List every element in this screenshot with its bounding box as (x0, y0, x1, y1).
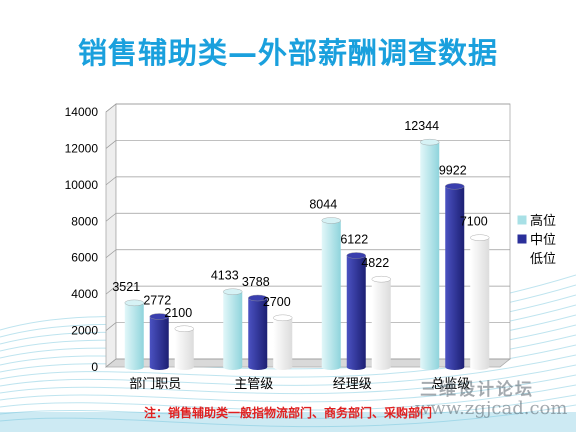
data-label: 4133 (211, 269, 239, 283)
slide-title: 销售辅助类—外部薪酬调查数据 (77, 36, 498, 70)
legend-label: 低位 (530, 251, 556, 266)
legend-swatch (517, 234, 527, 244)
data-label: 3521 (112, 280, 140, 294)
bar (346, 252, 366, 370)
wave-line (0, 354, 576, 387)
legend-swatch (518, 254, 526, 262)
x-tick-label: 总监级 (431, 376, 470, 391)
data-label: 9922 (439, 163, 467, 177)
bar (124, 299, 144, 370)
watermark-brand: 三维设计论坛 (420, 380, 534, 400)
legend-swatch (517, 215, 527, 225)
bar (149, 313, 169, 370)
watermark-url: www.zgjcad.com (415, 398, 568, 419)
grid-line-side (105, 285, 117, 295)
y-tick-label: 14000 (65, 105, 99, 119)
data-label: 7100 (460, 215, 488, 229)
wave-band (0, 412, 576, 432)
bar (321, 217, 341, 370)
bar (470, 234, 490, 370)
bar (174, 325, 194, 370)
legend-label: 中位 (530, 232, 556, 247)
bar (273, 314, 293, 370)
data-label: 6122 (340, 232, 368, 246)
y-tick-label: 6000 (71, 251, 98, 265)
data-label: 2700 (263, 295, 291, 309)
data-label: 2100 (164, 306, 192, 320)
data-label: 2772 (143, 294, 171, 308)
wave-line (0, 384, 576, 411)
grid-line-side (105, 249, 117, 258)
wave-line (0, 364, 576, 395)
y-tick-label: 10000 (65, 178, 99, 192)
y-tick-label: 4000 (71, 287, 98, 301)
data-label: 8044 (309, 197, 337, 211)
side-wall (105, 103, 117, 368)
grid-line-side (105, 322, 117, 331)
bar (248, 294, 268, 370)
y-tick-label: 12000 (65, 141, 99, 155)
grid-line-side (105, 103, 117, 113)
x-tick-label: 部门职员 (129, 376, 181, 391)
wave-line (0, 374, 576, 403)
x-tick-label: 主管级 (234, 376, 273, 391)
bar (223, 288, 243, 370)
bar (420, 138, 440, 370)
data-label: 12344 (404, 119, 439, 133)
data-label: 3788 (242, 275, 270, 289)
grid-line-side (105, 140, 117, 149)
y-tick-label: 8000 (71, 214, 98, 228)
grid-line-side (105, 213, 117, 222)
data-label: 4822 (361, 256, 389, 270)
bar (445, 183, 465, 370)
legend-label: 高位 (530, 213, 556, 228)
x-tick-label: 经理级 (333, 376, 372, 391)
grid-line-side (105, 358, 117, 368)
y-tick-label: 0 (91, 360, 98, 374)
footnote: 注：销售辅助类一般指物流部门、商务部门、采购部门 (143, 406, 432, 420)
wave-line (0, 394, 576, 419)
y-tick-label: 2000 (71, 324, 98, 338)
grid-line-side (105, 176, 117, 186)
wave-line (0, 404, 576, 428)
bar (371, 275, 391, 370)
